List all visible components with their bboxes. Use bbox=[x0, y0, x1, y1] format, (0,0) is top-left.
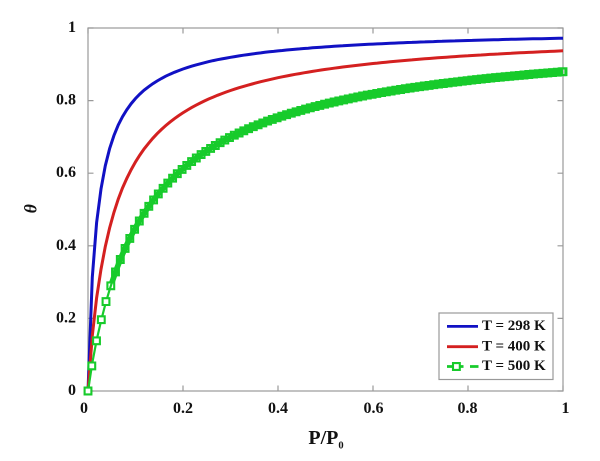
svg-text:0.4: 0.4 bbox=[56, 237, 76, 254]
svg-text:P/P0: P/P0 bbox=[308, 427, 343, 452]
svg-text:1: 1 bbox=[68, 19, 76, 36]
svg-text:0.8: 0.8 bbox=[56, 92, 76, 109]
svg-text:0.2: 0.2 bbox=[173, 400, 193, 417]
svg-text:T = 500 K: T = 500 K bbox=[482, 358, 546, 374]
svg-text:0: 0 bbox=[68, 382, 76, 399]
svg-text:0.6: 0.6 bbox=[56, 164, 76, 181]
svg-text:0.6: 0.6 bbox=[364, 400, 384, 417]
svg-text:0.8: 0.8 bbox=[458, 400, 478, 417]
svg-text:0: 0 bbox=[80, 400, 88, 417]
svg-text:T = 298 K: T = 298 K bbox=[482, 318, 546, 334]
svg-text:1: 1 bbox=[562, 400, 570, 417]
svg-text:θ: θ bbox=[20, 204, 40, 213]
svg-text:0.2: 0.2 bbox=[56, 309, 76, 326]
svg-text:0.4: 0.4 bbox=[268, 400, 288, 417]
svg-text:T = 400 K: T = 400 K bbox=[482, 338, 546, 354]
